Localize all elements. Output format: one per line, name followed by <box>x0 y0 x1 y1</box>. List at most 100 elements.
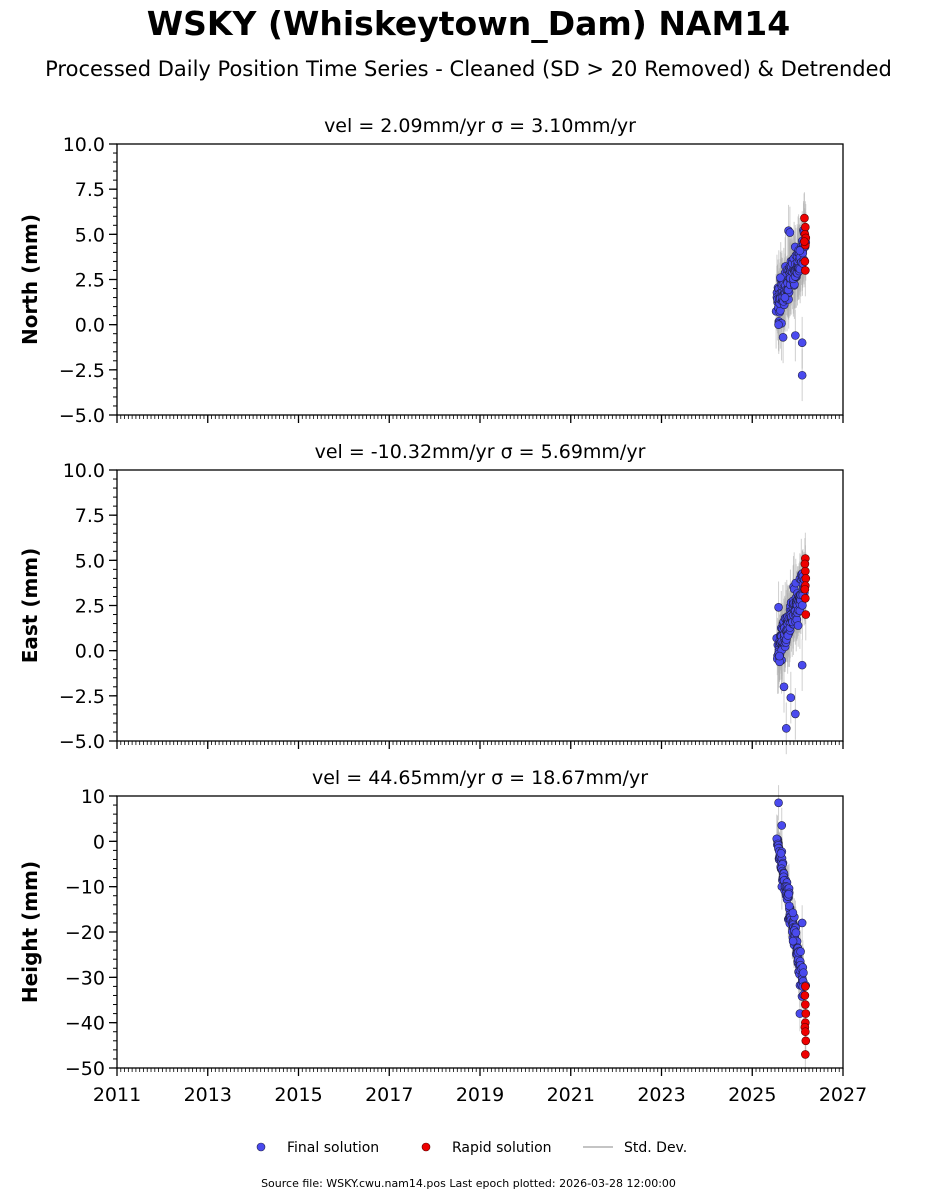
data-point <box>774 603 783 612</box>
data-point <box>801 1050 810 1059</box>
y-tick-label: 7.5 <box>75 179 105 201</box>
data-point <box>776 273 785 282</box>
y-tick-label: 0.0 <box>75 315 105 337</box>
y-tick-label: 0 <box>93 831 105 853</box>
y-tick-label: 7.5 <box>75 505 105 527</box>
data-point <box>777 821 787 830</box>
y-tick-label: 5.0 <box>75 224 105 246</box>
final-solution-series <box>797 370 807 380</box>
panel-title: vel = 2.09mm/yr σ = 3.10mm/yr <box>324 115 636 137</box>
y-tick-label: 2.5 <box>75 596 105 618</box>
final-solution-series <box>774 226 807 348</box>
data-point <box>784 889 793 899</box>
rapid-solution-series <box>800 982 811 1059</box>
data-point <box>800 559 810 569</box>
final-solution-series <box>774 603 807 733</box>
x-tick-label: 2013 <box>184 1084 232 1106</box>
data-point <box>788 936 798 946</box>
plot-frame <box>116 143 844 416</box>
panel-2: vel = -10.32mm/yr σ = 5.69mm/yr East (mm)… <box>18 441 844 755</box>
data-point <box>775 651 784 661</box>
data-point <box>797 660 807 670</box>
y-tick-label: −40 <box>65 1013 105 1035</box>
data-point <box>786 693 796 702</box>
y-axis-label: Height (mm) <box>18 861 42 1003</box>
panel-3: vel = 44.65mm/yr σ = 18.67mm/yr Height (m… <box>18 767 867 1106</box>
data-point <box>795 246 805 255</box>
chart-subtitle: Processed Daily Position Time Series - C… <box>45 57 892 81</box>
data-point <box>797 338 807 348</box>
y-axis-label: North (mm) <box>18 214 42 345</box>
data-point <box>801 1000 810 1009</box>
data-point <box>801 982 810 991</box>
x-tick-label: 2019 <box>456 1084 504 1106</box>
plot-frame <box>116 469 844 742</box>
data-point <box>799 968 808 978</box>
y-axis-label: East (mm) <box>18 548 42 664</box>
data-point <box>800 237 809 246</box>
x-tick-label: 2027 <box>819 1084 867 1106</box>
data-point <box>801 566 810 576</box>
legend-std-label: Std. Dev. <box>624 1140 687 1156</box>
data-point <box>801 1027 810 1037</box>
final-solution-points <box>772 569 809 667</box>
data-point <box>791 928 801 938</box>
data-point <box>785 901 794 911</box>
data-point <box>800 257 810 266</box>
y-tick-label: 10.0 <box>63 134 105 156</box>
data-point <box>801 222 810 232</box>
data-point <box>791 331 800 340</box>
data-point <box>774 798 783 808</box>
data-point <box>785 228 795 237</box>
data-point <box>801 610 811 619</box>
y-tick-label: 10 <box>81 786 105 808</box>
x-tick-label: 2025 <box>728 1084 776 1106</box>
data-point <box>791 709 800 719</box>
y-tick-label: −10 <box>65 877 105 899</box>
data-point <box>801 1009 811 1018</box>
data-point <box>801 574 811 583</box>
y-tick-label: −30 <box>65 967 105 989</box>
panel-title: vel = -10.32mm/yr σ = 5.69mm/yr <box>315 441 646 463</box>
data-point <box>778 333 788 342</box>
legend: Final solution Rapid solution Std. Dev. <box>256 1140 687 1156</box>
legend-rapid-marker <box>421 1142 431 1152</box>
data-point <box>796 947 805 956</box>
y-tick-label: −2.5 <box>59 686 105 708</box>
data-point <box>774 320 783 329</box>
legend-final-marker <box>256 1142 266 1152</box>
data-point <box>801 266 810 275</box>
panel-title: vel = 44.65mm/yr σ = 18.67mm/yr <box>312 767 648 789</box>
legend-final-label: Final solution <box>287 1140 379 1156</box>
data-point <box>788 908 798 918</box>
final-solution-points <box>772 834 811 1001</box>
data-point <box>797 370 807 380</box>
y-tick-label: 2.5 <box>75 270 105 292</box>
data-point <box>781 724 791 733</box>
chart-title: WSKY (Whiskeytown_Dam) NAM14 <box>146 4 791 43</box>
y-tick-label: 10.0 <box>63 460 105 482</box>
data-point <box>800 213 809 223</box>
legend-rapid-label: Rapid solution <box>452 1140 552 1156</box>
rapid-solution-series <box>800 554 811 619</box>
y-tick-label: 5.0 <box>75 550 105 572</box>
data-point <box>780 293 790 302</box>
data-point <box>800 584 810 594</box>
x-tick-label: 2023 <box>637 1084 685 1106</box>
source-note: Source file: WSKY.cwu.nam14.pos Last epo… <box>261 1177 676 1190</box>
y-tick-label: −2.5 <box>59 360 105 382</box>
y-tick-label: −5.0 <box>59 731 105 753</box>
data-point <box>800 991 810 1000</box>
data-point <box>801 1036 811 1046</box>
y-tick-label: 0.0 <box>75 641 105 663</box>
plot-frame <box>116 795 844 1069</box>
x-tick-label: 2011 <box>93 1084 141 1106</box>
x-tick-label: 2021 <box>547 1084 595 1106</box>
data-point <box>801 593 810 603</box>
data-point <box>793 621 803 630</box>
x-tick-label: 2017 <box>365 1084 413 1106</box>
y-tick-label: −5.0 <box>59 405 105 427</box>
data-point <box>797 918 807 928</box>
